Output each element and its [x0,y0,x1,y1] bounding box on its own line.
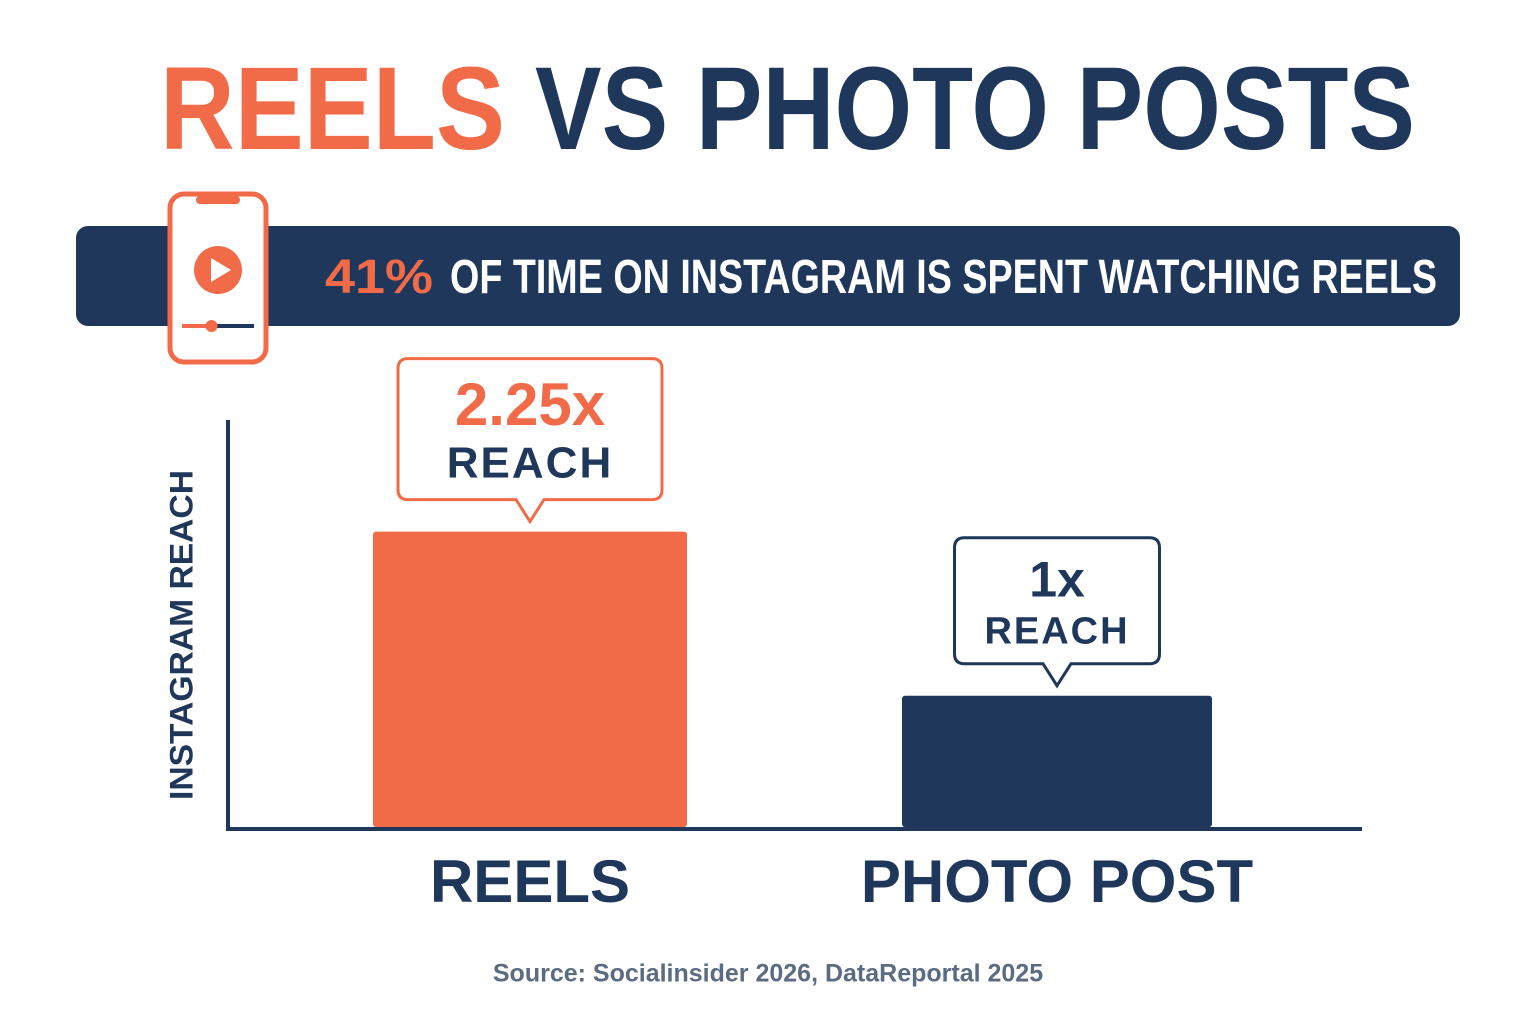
phone-icon [167,191,269,365]
banner-value: 41% [325,251,433,304]
x-tick-label: PHOTO POST [861,848,1253,915]
value-sublabel: REACH [447,438,613,487]
play-triangle [211,258,231,282]
source: Source: Socialinsider 2026, DataReportal… [493,960,1043,988]
callout [396,357,664,525]
title-rest: VS PHOTO POSTS [535,43,1415,175]
chart-title: REELS VS PHOTO POSTS [160,43,1415,175]
value-label: 2.25x [455,371,605,438]
bar [373,531,687,827]
banner-text: 41% OF TIME ON INSTAGRAM IS SPENT WATCHI… [325,251,1437,304]
value-sublabel: REACH [984,611,1129,653]
title-highlight: REELS [160,43,505,175]
callout [953,536,1161,689]
banner-label: OF TIME ON INSTAGRAM IS SPENT WATCHING R… [450,251,1437,304]
bar [902,695,1212,827]
y-axis-label: INSTAGRAM REACH [163,470,199,800]
x-tick-label: REELS [430,848,630,915]
banner [76,226,1460,326]
value-label: 1x [1029,551,1085,607]
phone-notch [196,196,240,204]
